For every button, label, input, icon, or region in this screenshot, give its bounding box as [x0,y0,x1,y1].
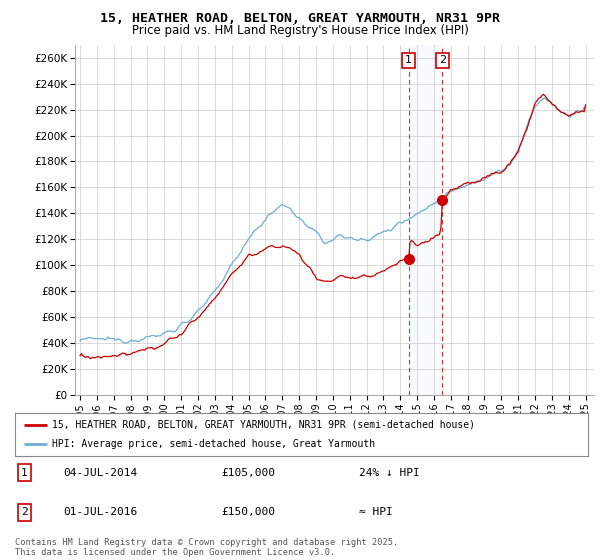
Text: £105,000: £105,000 [221,468,275,478]
Text: ≈ HPI: ≈ HPI [359,507,392,517]
Bar [409,45,442,395]
Text: Price paid vs. HM Land Registry's House Price Index (HPI): Price paid vs. HM Land Registry's House … [131,24,469,36]
Text: 04-JUL-2014: 04-JUL-2014 [64,468,138,478]
Text: 24% ↓ HPI: 24% ↓ HPI [359,468,419,478]
Text: 2: 2 [21,507,28,517]
Text: 1: 1 [405,55,412,66]
Text: £150,000: £150,000 [221,507,275,517]
Text: 15, HEATHER ROAD, BELTON, GREAT YARMOUTH, NR31 9PR: 15, HEATHER ROAD, BELTON, GREAT YARMOUTH… [100,12,500,25]
Text: Contains HM Land Registry data © Crown copyright and database right 2025.
This d: Contains HM Land Registry data © Crown c… [15,538,398,557]
Text: 01-JUL-2016: 01-JUL-2016 [64,507,138,517]
Text: 2: 2 [439,55,446,66]
Text: 15, HEATHER ROAD, BELTON, GREAT YARMOUTH, NR31 9PR (semi-detached house): 15, HEATHER ROAD, BELTON, GREAT YARMOUTH… [52,420,475,430]
Text: 1: 1 [21,468,28,478]
Text: HPI: Average price, semi-detached house, Great Yarmouth: HPI: Average price, semi-detached house,… [52,439,376,449]
